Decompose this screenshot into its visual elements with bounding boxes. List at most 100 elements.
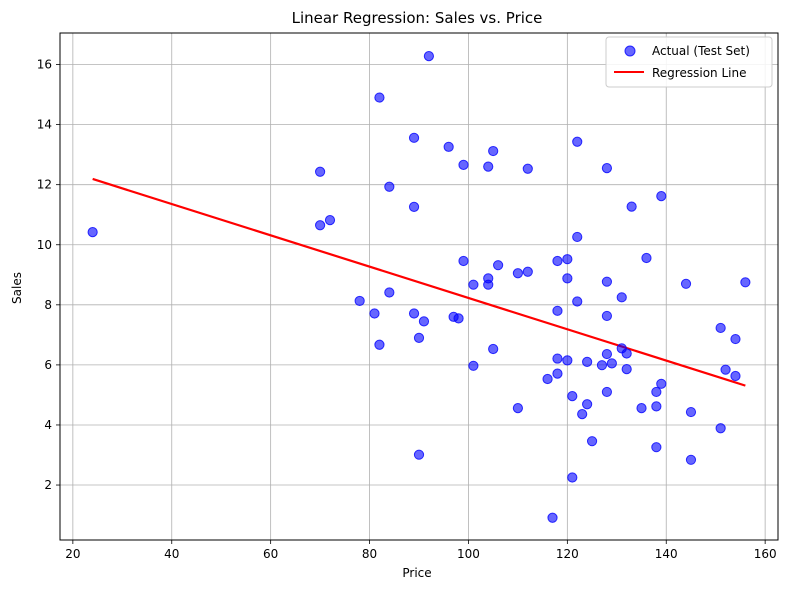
scatter-point	[87, 227, 98, 238]
scatter-point	[730, 333, 741, 345]
scatter-point	[324, 215, 336, 226]
y-tick-label: 4	[44, 418, 52, 432]
scatter-point	[443, 141, 454, 152]
scatter-point	[458, 255, 469, 267]
scatter-point	[577, 409, 588, 420]
chart-title: Linear Regression: Sales vs. Price	[292, 9, 543, 27]
x-tick-label: 120	[556, 547, 579, 561]
scatter-point	[601, 348, 613, 360]
scatter-point	[586, 436, 598, 447]
scatter-point	[641, 252, 652, 264]
y-tick-label: 2	[44, 478, 52, 492]
y-tick-label: 10	[37, 238, 52, 252]
scatter-point	[354, 295, 365, 307]
legend: Actual (Test Set) Regression Line	[605, 36, 773, 88]
scatter-point	[315, 166, 326, 177]
scatter-point	[651, 401, 662, 412]
x-tick-label: 80	[362, 547, 377, 561]
scatter-point	[418, 316, 430, 327]
scatter-point	[413, 332, 425, 343]
scatter-point	[522, 266, 533, 277]
scatter-point	[562, 355, 573, 366]
scatter-point	[685, 454, 697, 465]
scatter-points	[87, 51, 751, 523]
scatter-point	[374, 92, 385, 103]
x-axis-label: Price	[402, 566, 431, 580]
scatter-point	[656, 190, 667, 202]
scatter-point	[651, 442, 662, 453]
scatter-point	[582, 356, 593, 367]
scatter-point	[512, 268, 523, 279]
scatter-point	[621, 363, 632, 375]
x-tick-label: 100	[457, 547, 480, 561]
scatter-point	[458, 159, 469, 170]
grid	[60, 33, 778, 540]
scatter-point	[315, 220, 326, 231]
scatter-point	[552, 255, 563, 267]
y-tick-label: 14	[37, 118, 52, 132]
scatter-point	[636, 403, 647, 414]
scatter-point	[408, 308, 420, 319]
x-tick-label: 20	[65, 547, 80, 561]
scatter-point	[715, 423, 726, 434]
scatter-point	[488, 145, 499, 157]
scatter-point	[483, 279, 494, 290]
scatter-point	[715, 322, 726, 334]
y-tick-label: 16	[37, 58, 52, 72]
legend-label-scatter: Actual (Test Set)	[652, 44, 750, 58]
scatter-point	[552, 368, 563, 379]
scatter-point	[572, 136, 583, 147]
scatter-point	[413, 449, 425, 460]
scatter-point	[730, 370, 741, 382]
scatter-point	[542, 373, 553, 385]
scatter-point	[740, 277, 751, 288]
scatter-point	[562, 254, 573, 265]
regression-line-group	[92, 177, 746, 387]
scatter-point	[596, 360, 608, 371]
x-tick-label: 160	[754, 547, 777, 561]
plot-frame	[59, 32, 779, 541]
x-tick-label: 140	[655, 547, 678, 561]
y-axis-label: Sales	[10, 272, 24, 304]
y-axis-ticks: 2 4 6 8 10 12 14 16	[37, 58, 60, 492]
legend-label-line: Regression Line	[652, 66, 746, 80]
scatter-point	[601, 276, 613, 287]
y-tick-label: 12	[37, 178, 52, 192]
scatter-point	[512, 403, 523, 414]
scatter-point	[651, 386, 662, 398]
scatter-point	[483, 161, 494, 172]
scatter-point	[522, 163, 533, 174]
legend-box	[605, 36, 773, 88]
scatter-point	[408, 201, 420, 213]
scatter-point	[453, 313, 464, 324]
scatter-point	[423, 51, 434, 62]
scatter-point	[384, 181, 395, 192]
regression-line	[92, 177, 746, 387]
scatter-point	[582, 399, 593, 410]
scatter-point	[626, 201, 637, 212]
scatter-point	[572, 231, 583, 243]
scatter-point	[562, 273, 573, 284]
scatter-point	[572, 296, 583, 307]
scatter-point	[384, 287, 395, 298]
scatter-point	[488, 343, 499, 355]
scatter-point	[468, 360, 479, 371]
scatter-point	[680, 278, 692, 289]
y-tick-label: 8	[44, 298, 52, 312]
scatter-point	[621, 348, 632, 359]
y-tick-label: 6	[44, 358, 52, 372]
scatter-point	[601, 163, 613, 174]
scatter-point	[685, 406, 697, 418]
scatter-point	[493, 260, 504, 271]
scatter-point	[601, 386, 613, 398]
scatter-point	[567, 391, 578, 402]
legend-marker-scatter	[624, 45, 636, 57]
scatter-point	[606, 358, 617, 369]
x-tick-label: 40	[164, 547, 179, 561]
scatter-point	[369, 308, 380, 319]
scatter-point	[374, 339, 385, 350]
scatter-point	[552, 305, 563, 316]
scatter-point	[656, 378, 667, 389]
